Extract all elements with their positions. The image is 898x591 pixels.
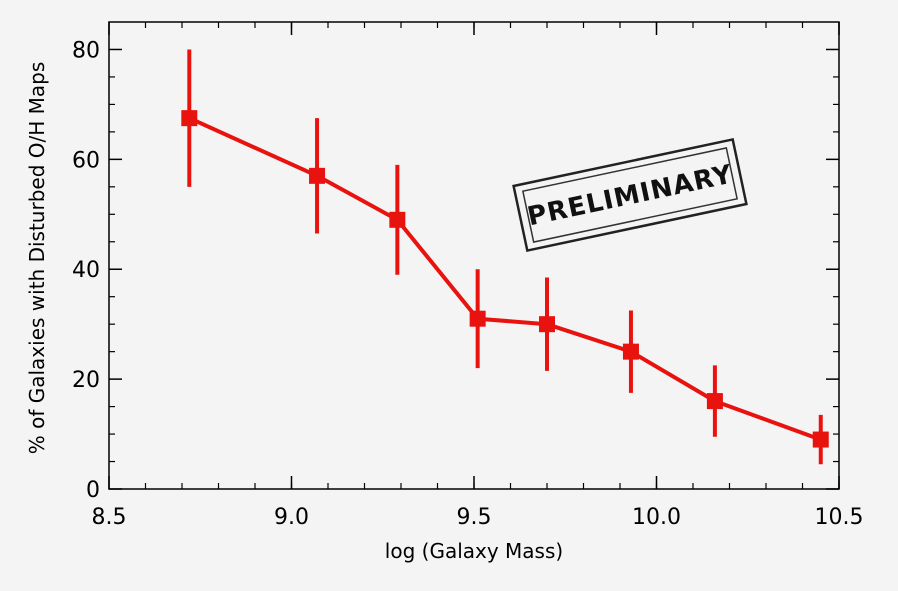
data-point xyxy=(469,310,486,327)
y-axis-label: % of Galaxies with Disturbed O/H Maps xyxy=(25,62,49,455)
series-layer xyxy=(181,49,829,465)
data-point xyxy=(706,393,723,410)
series-line xyxy=(188,116,822,442)
stamp-border-outer xyxy=(512,137,748,253)
preliminary-stamp: PRELIMINARY xyxy=(512,137,748,253)
x-tick-label: 9.0 xyxy=(274,505,309,530)
y-tick-label: 20 xyxy=(72,368,100,393)
x-tick-label: 10.0 xyxy=(632,505,681,530)
data-point xyxy=(309,167,326,184)
data-point xyxy=(389,211,406,228)
y-tick-label: 60 xyxy=(72,148,100,173)
y-tick-label: 80 xyxy=(72,38,100,63)
x-tick-label: 10.5 xyxy=(815,505,864,530)
x-minor-ticks xyxy=(144,22,840,489)
data-point xyxy=(622,343,639,360)
data-point xyxy=(812,431,829,448)
y-minor-ticks xyxy=(109,76,839,463)
x-tick-label: 9.5 xyxy=(457,505,492,530)
x-tick-label: 8.5 xyxy=(92,505,127,530)
y-tick-label: 40 xyxy=(72,258,100,283)
y-axis-ticks: 0 20 40 60 80 xyxy=(72,38,839,503)
data-point xyxy=(539,316,555,333)
x-axis-ticks: 8.5 9.0 9.5 10.0 10.5 xyxy=(92,22,864,530)
y-tick-label: 0 xyxy=(86,478,100,503)
x-axis-label: log (Galaxy Mass) xyxy=(385,539,563,563)
data-point xyxy=(181,110,198,127)
plot-frame xyxy=(108,21,840,490)
stamp-border-inner xyxy=(521,147,739,243)
